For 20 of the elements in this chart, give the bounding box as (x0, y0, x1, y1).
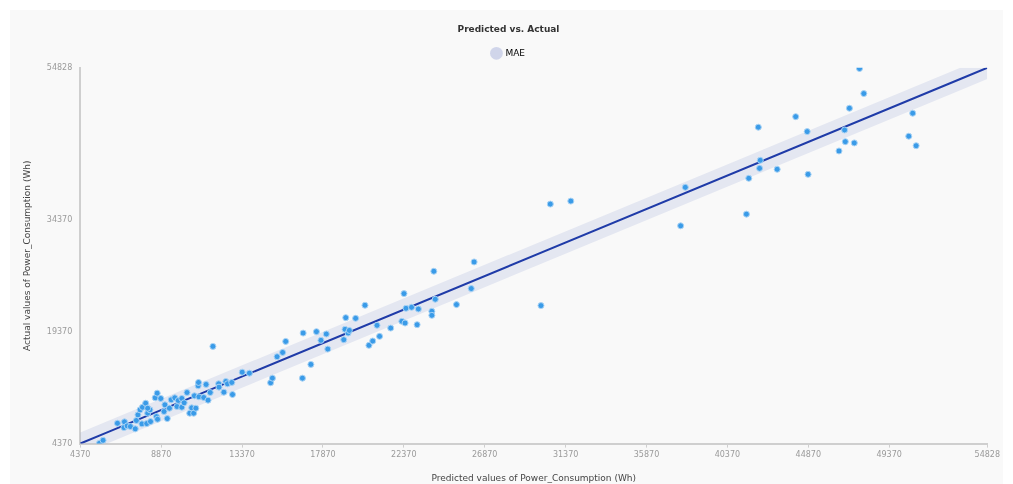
x-tick-label: 31370 (552, 450, 579, 460)
chart-title: Predicted vs. Actual (457, 23, 560, 34)
legend-label: MAE (505, 47, 526, 58)
x-tick-label: 54828 (974, 450, 1000, 460)
x-tick-label: 35870 (633, 450, 660, 460)
x-tick-label: 40370 (714, 450, 741, 460)
y-tick-label: 34370 (46, 215, 73, 225)
y-axis-title: Actual values of Power_Consumption (Wh) (21, 160, 32, 351)
y-tick-label: 54828 (46, 62, 73, 72)
x-tick-label: 22370 (391, 450, 417, 460)
x-tick-label: 49370 (876, 450, 902, 460)
y-tick-label: 19370 (46, 326, 73, 336)
x-tick-label: 26870 (471, 450, 498, 460)
x-tick-label: 44870 (795, 450, 821, 460)
y-tick-label: 4370 (51, 438, 73, 448)
x-axis-title: Predicted values of Power_Consumption (Wh) (431, 472, 637, 483)
x-tick-label: 4370 (70, 450, 91, 460)
x-tick-label: 13370 (229, 450, 255, 460)
x-tick-label: 17870 (310, 450, 336, 460)
x-tick-label: 8870 (150, 450, 172, 460)
